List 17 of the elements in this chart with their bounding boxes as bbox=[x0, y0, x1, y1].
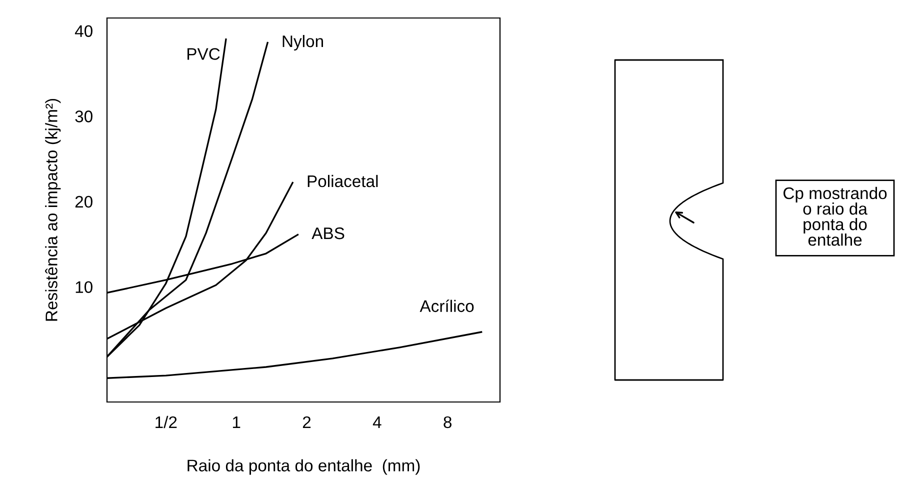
series-label: ABS bbox=[312, 227, 344, 240]
series-label: Nylon bbox=[282, 34, 323, 51]
y-tick-label: 40 bbox=[74, 25, 92, 38]
series-label: Poliacetal bbox=[308, 174, 378, 188]
x-axis-title: Raio da ponta do entalhe (mm) bbox=[188, 459, 420, 475]
x-tick-label: 1/2 bbox=[156, 416, 177, 428]
y-tick-label: 20 bbox=[75, 196, 92, 208]
text: Cp mostrando o raio da ponta do entalhe bbox=[784, 186, 887, 246]
x-tick-label: 2 bbox=[302, 416, 311, 428]
x-tick-label: 4 bbox=[372, 416, 382, 428]
y-tick-label: 10 bbox=[76, 281, 92, 294]
series-label: PVC bbox=[188, 48, 220, 60]
x-tick-label: 1 bbox=[232, 416, 240, 428]
y-tick-label: 30 bbox=[75, 110, 92, 122]
y-axis-title: Resistência ao impacto (kj/m²) bbox=[45, 98, 61, 321]
x-tick-label: 8 bbox=[444, 416, 452, 428]
series-label: Acrílico bbox=[420, 300, 474, 312]
